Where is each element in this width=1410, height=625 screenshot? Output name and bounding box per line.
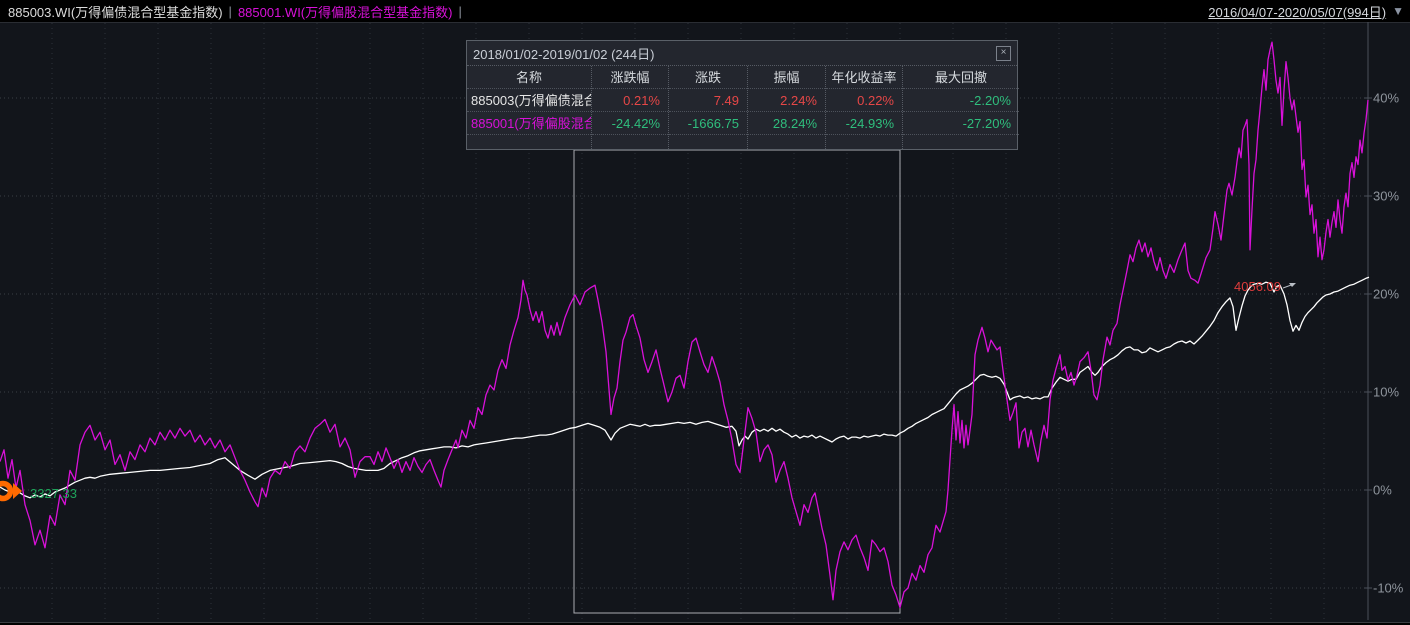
max-label-arrow-icon	[1289, 283, 1296, 287]
range-stats-tooltip[interactable]: 2018/01/02-2019/01/02 (244日) × 名称 885003(…	[466, 40, 1019, 150]
series-start-arrow-icon	[13, 483, 22, 499]
tooltip-column-3: 振幅 2.24% 28.24%	[748, 66, 826, 149]
y-axis-tick-label: -10%	[1373, 581, 1404, 596]
tooltip-row-value: 7.49	[669, 89, 747, 112]
tooltip-row-name: 885003(万得偏债混合型基金指数)	[467, 89, 591, 112]
legend-separator: |	[228, 3, 232, 19]
tooltip-column-header: 最大回撤	[903, 66, 1019, 89]
y-axis-tick-label: 20%	[1373, 287, 1399, 302]
tooltip-row-value: -2.20%	[903, 89, 1019, 112]
tooltip-column-2: 涨跌 7.49 -1666.75	[669, 66, 748, 149]
legend-series-885003[interactable]: 885003.WI(万得偏债混合型基金指数)	[8, 4, 223, 20]
chevron-down-icon[interactable]: ▼	[1392, 4, 1404, 18]
tooltip-row-value: -27.20%	[903, 112, 1019, 135]
legend: 885003.WI(万得偏债混合型基金指数) | 885001.WI(万得偏股混…	[0, 2, 468, 21]
close-icon[interactable]: ×	[996, 45, 1011, 61]
tooltip-row-value: -24.93%	[826, 112, 902, 135]
tooltip-stats-table: 名称885003(万得偏债混合型基金指数)885001(万得偏股混合型基金指数)…	[467, 66, 1019, 149]
tooltip-row-value: -24.42%	[592, 112, 668, 135]
y-axis-tick-label: 0%	[1373, 483, 1392, 498]
tooltip-row-value: 28.24%	[748, 112, 825, 135]
tooltip-column-header: 年化收益率	[826, 66, 902, 89]
max-value-label: 4056.09	[1234, 279, 1281, 294]
y-axis-tick-label: 10%	[1373, 385, 1399, 400]
y-axis-tick-label: 30%	[1373, 189, 1399, 204]
legend-series-885001[interactable]: 885001.WI(万得偏股混合型基金指数)	[237, 4, 453, 20]
date-range-link[interactable]: 2016/04/07-2020/05/07(994日)	[1208, 4, 1387, 20]
tooltip-row-name: 885001(万得偏股混合型基金指数)	[467, 112, 591, 135]
tooltip-row-value: 0.21%	[592, 89, 668, 112]
legend-separator: |	[458, 3, 462, 19]
tooltip-column-header: 名称	[467, 66, 591, 89]
tooltip-column-5: 最大回撤 -2.20% -27.20%	[903, 66, 1019, 149]
tooltip-column-4: 年化收益率 0.22% -24.93%	[826, 66, 903, 149]
tooltip-column-1: 涨跌幅 0.21% -24.42%	[592, 66, 669, 149]
min-value-label: 3327.33	[30, 486, 77, 501]
series-line-885003[interactable]	[0, 276, 1370, 499]
series-start-marker-icon	[0, 480, 14, 502]
tooltip-column-header: 涨跌	[669, 66, 747, 89]
tooltip-row-value: 0.22%	[826, 89, 902, 112]
tooltip-column-header: 涨跌幅	[592, 66, 668, 89]
tooltip-column-header: 振幅	[748, 66, 825, 89]
top-bar: 885003.WI(万得偏债混合型基金指数) | 885001.WI(万得偏股混…	[0, 0, 1410, 22]
tooltip-title: 2018/01/02-2019/01/02 (244日)	[473, 46, 655, 62]
series-line-885001[interactable]	[0, 41, 1369, 609]
y-axis-tick-label: 40%	[1373, 91, 1399, 106]
tooltip-row-value: 2.24%	[748, 89, 825, 112]
selection-box[interactable]	[573, 149, 901, 614]
tooltip-title-bar: 2018/01/02-2019/01/02 (244日) ×	[467, 41, 1017, 66]
tooltip-row-value: -1666.75	[669, 112, 747, 135]
